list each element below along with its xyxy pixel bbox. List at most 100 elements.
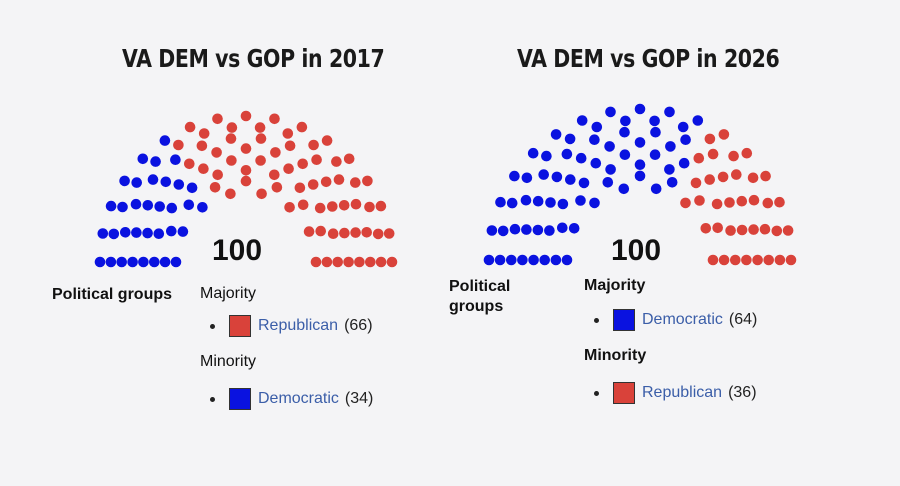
republican-seat: [284, 202, 295, 213]
republican-seat: [240, 165, 252, 176]
republican-seat: [254, 122, 266, 133]
republican-seat: [724, 197, 735, 208]
republican-link[interactable]: Republican: [642, 384, 723, 401]
democratic-seat: [150, 156, 161, 167]
democratic-seat: [495, 196, 506, 208]
republican-seat: [712, 222, 723, 234]
democratic-seat: [619, 149, 631, 160]
majority-party-row: Republican (66): [210, 313, 373, 339]
democratic-seat: [149, 256, 160, 268]
democratic-seat: [538, 169, 549, 180]
democratic-seat: [602, 177, 614, 188]
republican-count: (36): [728, 384, 757, 401]
democratic-seat: [166, 202, 178, 214]
democratic-seat: [486, 225, 498, 236]
democratic-seat: [649, 115, 660, 127]
republican-seat: [308, 139, 319, 151]
democratic-seat: [509, 170, 520, 182]
republican-link[interactable]: Republican: [258, 317, 339, 334]
republican-seat: [310, 256, 322, 268]
republican-seat: [283, 163, 294, 174]
democratic-seat: [159, 256, 171, 268]
democratic-seat: [666, 177, 678, 188]
democratic-seat: [170, 256, 182, 268]
democratic-count: (64): [728, 311, 758, 328]
republican-seat: [748, 194, 760, 206]
republican-seat: [184, 121, 196, 133]
democratic-seat: [539, 254, 550, 266]
democratic-link[interactable]: Democratic: [642, 311, 723, 328]
republican-seat: [700, 223, 712, 234]
republican-seat: [297, 158, 309, 170]
republican-seat: [375, 200, 387, 212]
republican-seat: [704, 174, 715, 185]
republican-seat: [763, 254, 774, 266]
republican-seat: [350, 227, 361, 238]
democratic-seat: [127, 256, 138, 268]
democratic-seat: [517, 254, 528, 266]
republican-seat: [350, 198, 362, 210]
democratic-seat: [605, 164, 616, 175]
democratic-seat: [177, 226, 189, 237]
democratic-seat: [131, 227, 142, 238]
republican-seat: [386, 256, 398, 268]
democratic-seat: [116, 256, 127, 268]
republican-seat: [307, 179, 319, 190]
democratic-seat: [494, 254, 506, 266]
republican-seat: [184, 158, 195, 170]
republican-count: (66): [344, 317, 373, 334]
republican-seat: [354, 256, 365, 268]
republican-seat: [704, 133, 716, 145]
republican-seat: [240, 110, 252, 122]
republican-seat: [327, 201, 338, 212]
republican-seat: [762, 197, 774, 209]
republican-seat: [297, 199, 309, 211]
political-groups-label: Political groups: [52, 286, 173, 303]
republican-seat: [707, 254, 719, 266]
republican-seat: [771, 225, 783, 237]
democratic-swatch: [229, 388, 251, 410]
democratic-seat: [650, 126, 661, 138]
democratic-seat: [692, 115, 704, 126]
republican-seat: [333, 174, 345, 185]
republican-seat: [364, 201, 375, 213]
democratic-seat: [561, 148, 573, 160]
democratic-seat: [677, 121, 689, 133]
democratic-seat: [166, 225, 177, 237]
bullet: [594, 390, 599, 396]
democratic-seat: [575, 152, 587, 164]
republican-seat: [269, 169, 280, 181]
democratic-link[interactable]: Democratic: [258, 390, 339, 407]
chart-2017-panel: VA DEM vs GOP in 2017 100 Political grou…: [52, 44, 398, 410]
democratic-seat: [131, 177, 142, 188]
democratic-seat: [154, 201, 165, 212]
majority-party-row: Democratic (64): [594, 307, 757, 333]
republican-seat: [256, 188, 267, 200]
republican-seat: [225, 188, 236, 200]
republican-seat: [782, 225, 794, 236]
majority-label: Majority: [200, 285, 257, 302]
republican-seat: [198, 128, 210, 139]
democratic-seat: [147, 174, 159, 185]
republican-seat: [321, 135, 333, 146]
republican-seat: [311, 154, 322, 165]
democratic-seat: [509, 223, 521, 235]
republican-seat: [212, 113, 223, 125]
democratic-seat: [183, 199, 195, 211]
democratic-seat: [142, 200, 154, 211]
republican-seat: [730, 254, 741, 266]
republican-seat: [747, 172, 759, 184]
democratic-seat: [568, 223, 580, 234]
democratic-seat: [544, 225, 555, 236]
minority-label: Minority: [200, 353, 257, 370]
political-groups-label: Political groups: [449, 278, 511, 315]
democratic-seat: [557, 198, 569, 210]
republican-seat: [269, 113, 280, 125]
republican-seat: [748, 224, 759, 235]
democratic-seat: [576, 115, 588, 126]
democratic-seat: [589, 197, 600, 209]
republican-seat: [728, 150, 739, 162]
republican-seat: [718, 129, 730, 140]
republican-seat: [731, 169, 742, 180]
democratic-seat: [119, 175, 130, 187]
